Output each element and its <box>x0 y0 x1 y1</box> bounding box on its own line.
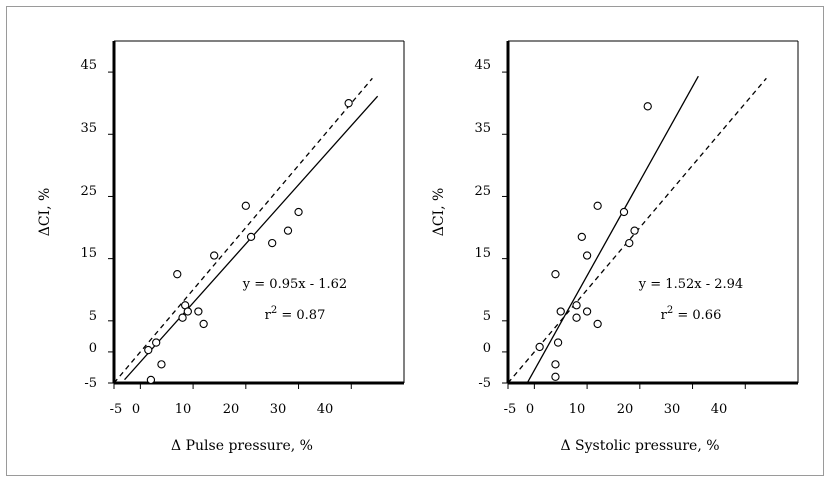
y-tick-label: 45 <box>80 58 97 73</box>
data-point <box>644 103 651 110</box>
data-point <box>552 271 559 278</box>
r-squared-left: r2 = 0.87 <box>265 305 326 323</box>
data-point <box>269 239 276 246</box>
y-tick-label: 5 <box>89 309 97 324</box>
y-tick-labels-right: -5 0 5 15 25 35 45 <box>474 58 491 391</box>
x-tick-labels-left: -5 0 10 20 30 40 <box>110 402 334 417</box>
data-point <box>573 302 580 309</box>
x-tick-label: 40 <box>711 402 728 417</box>
data-point <box>573 314 580 321</box>
data-point <box>554 339 561 346</box>
y-tick-label: 25 <box>474 184 491 199</box>
chart-systolic-pressure: -5 0 10 20 30 40 -5 0 5 15 25 35 45 Δ Sy… <box>431 41 798 454</box>
data-point <box>284 227 291 234</box>
identity-line <box>114 78 372 383</box>
x-tick-label: 0 <box>526 402 534 417</box>
data-point <box>552 373 559 380</box>
y-tick-label: 35 <box>80 121 97 136</box>
x-tick-label: 10 <box>569 402 586 417</box>
marks-right <box>502 72 766 389</box>
r-squared-right: r2 = 0.66 <box>661 305 722 323</box>
y-tick-label: 15 <box>80 246 97 261</box>
data-point <box>594 320 601 327</box>
y-tick-label: 35 <box>474 121 491 136</box>
x-tick-label: 20 <box>617 402 634 417</box>
y-tick-label: 25 <box>80 184 97 199</box>
data-point <box>631 227 638 234</box>
data-point <box>200 320 207 327</box>
data-point <box>345 100 352 107</box>
x-tick-label: 10 <box>175 402 192 417</box>
data-point <box>557 308 564 315</box>
x-tick-label: 40 <box>317 402 334 417</box>
data-point <box>211 252 218 259</box>
chart-pulse-pressure: -5 0 10 20 30 40 -5 0 5 15 25 35 45 Δ Pu… <box>37 41 404 454</box>
y-tick-labels-left: -5 0 5 15 25 35 45 <box>80 58 97 391</box>
data-point <box>158 361 165 368</box>
data-point <box>147 376 154 383</box>
data-point <box>184 308 191 315</box>
data-point <box>295 208 302 215</box>
fit-equation-left: y = 0.95x - 1.62 <box>242 277 347 292</box>
y-tick-label: 0 <box>89 341 97 356</box>
x-tick-labels-right: -5 0 10 20 30 40 <box>504 402 728 417</box>
data-point <box>247 233 254 240</box>
data-point <box>195 308 202 315</box>
x-tick-label: -5 <box>504 402 517 417</box>
x-tick-label: 30 <box>664 402 681 417</box>
x-tick-label: 30 <box>270 402 287 417</box>
data-point <box>594 202 601 209</box>
data-point <box>536 343 543 350</box>
data-point <box>242 202 249 209</box>
y-tick-label: 5 <box>483 309 491 324</box>
data-point <box>578 233 585 240</box>
y-tick-label: 15 <box>474 246 491 261</box>
y-tick-label: -5 <box>84 376 97 391</box>
fit-equation-right: y = 1.52x - 2.94 <box>638 277 743 292</box>
y-tick-label: -5 <box>478 376 491 391</box>
data-point <box>626 239 633 246</box>
y-axis-label-left: ΔCI, % <box>37 188 53 237</box>
data-point <box>583 308 590 315</box>
y-tick-label: 45 <box>474 58 491 73</box>
x-axis-label-right: Δ Systolic pressure, % <box>560 438 719 454</box>
data-point <box>583 252 590 259</box>
x-tick-label: 20 <box>223 402 240 417</box>
x-tick-label: -5 <box>110 402 123 417</box>
data-point <box>145 346 152 353</box>
marks-left <box>108 72 378 389</box>
data-point <box>174 271 181 278</box>
x-axis-label-left: Δ Pulse pressure, % <box>171 438 313 454</box>
regression-line <box>527 76 698 383</box>
y-axis-label-right: ΔCI, % <box>431 188 447 237</box>
y-tick-label: 0 <box>483 341 491 356</box>
data-point <box>552 361 559 368</box>
data-point <box>153 339 160 346</box>
data-point <box>620 208 627 215</box>
data-point <box>179 314 186 321</box>
x-tick-label: 0 <box>132 402 140 417</box>
